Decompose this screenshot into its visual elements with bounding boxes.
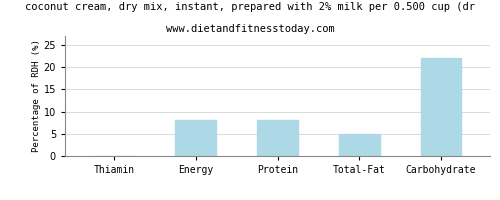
Bar [176, 120, 216, 156]
Text: www.dietandfitnesstoday.com: www.dietandfitnesstoday.com [166, 24, 334, 34]
Bar [339, 134, 380, 156]
Y-axis label: Percentage of RDH (%): Percentage of RDH (%) [32, 40, 40, 152]
Bar [420, 58, 462, 156]
Text: coconut cream, dry mix, instant, prepared with 2% milk per 0.500 cup (dr: coconut cream, dry mix, instant, prepare… [25, 2, 475, 12]
Bar [257, 120, 298, 156]
